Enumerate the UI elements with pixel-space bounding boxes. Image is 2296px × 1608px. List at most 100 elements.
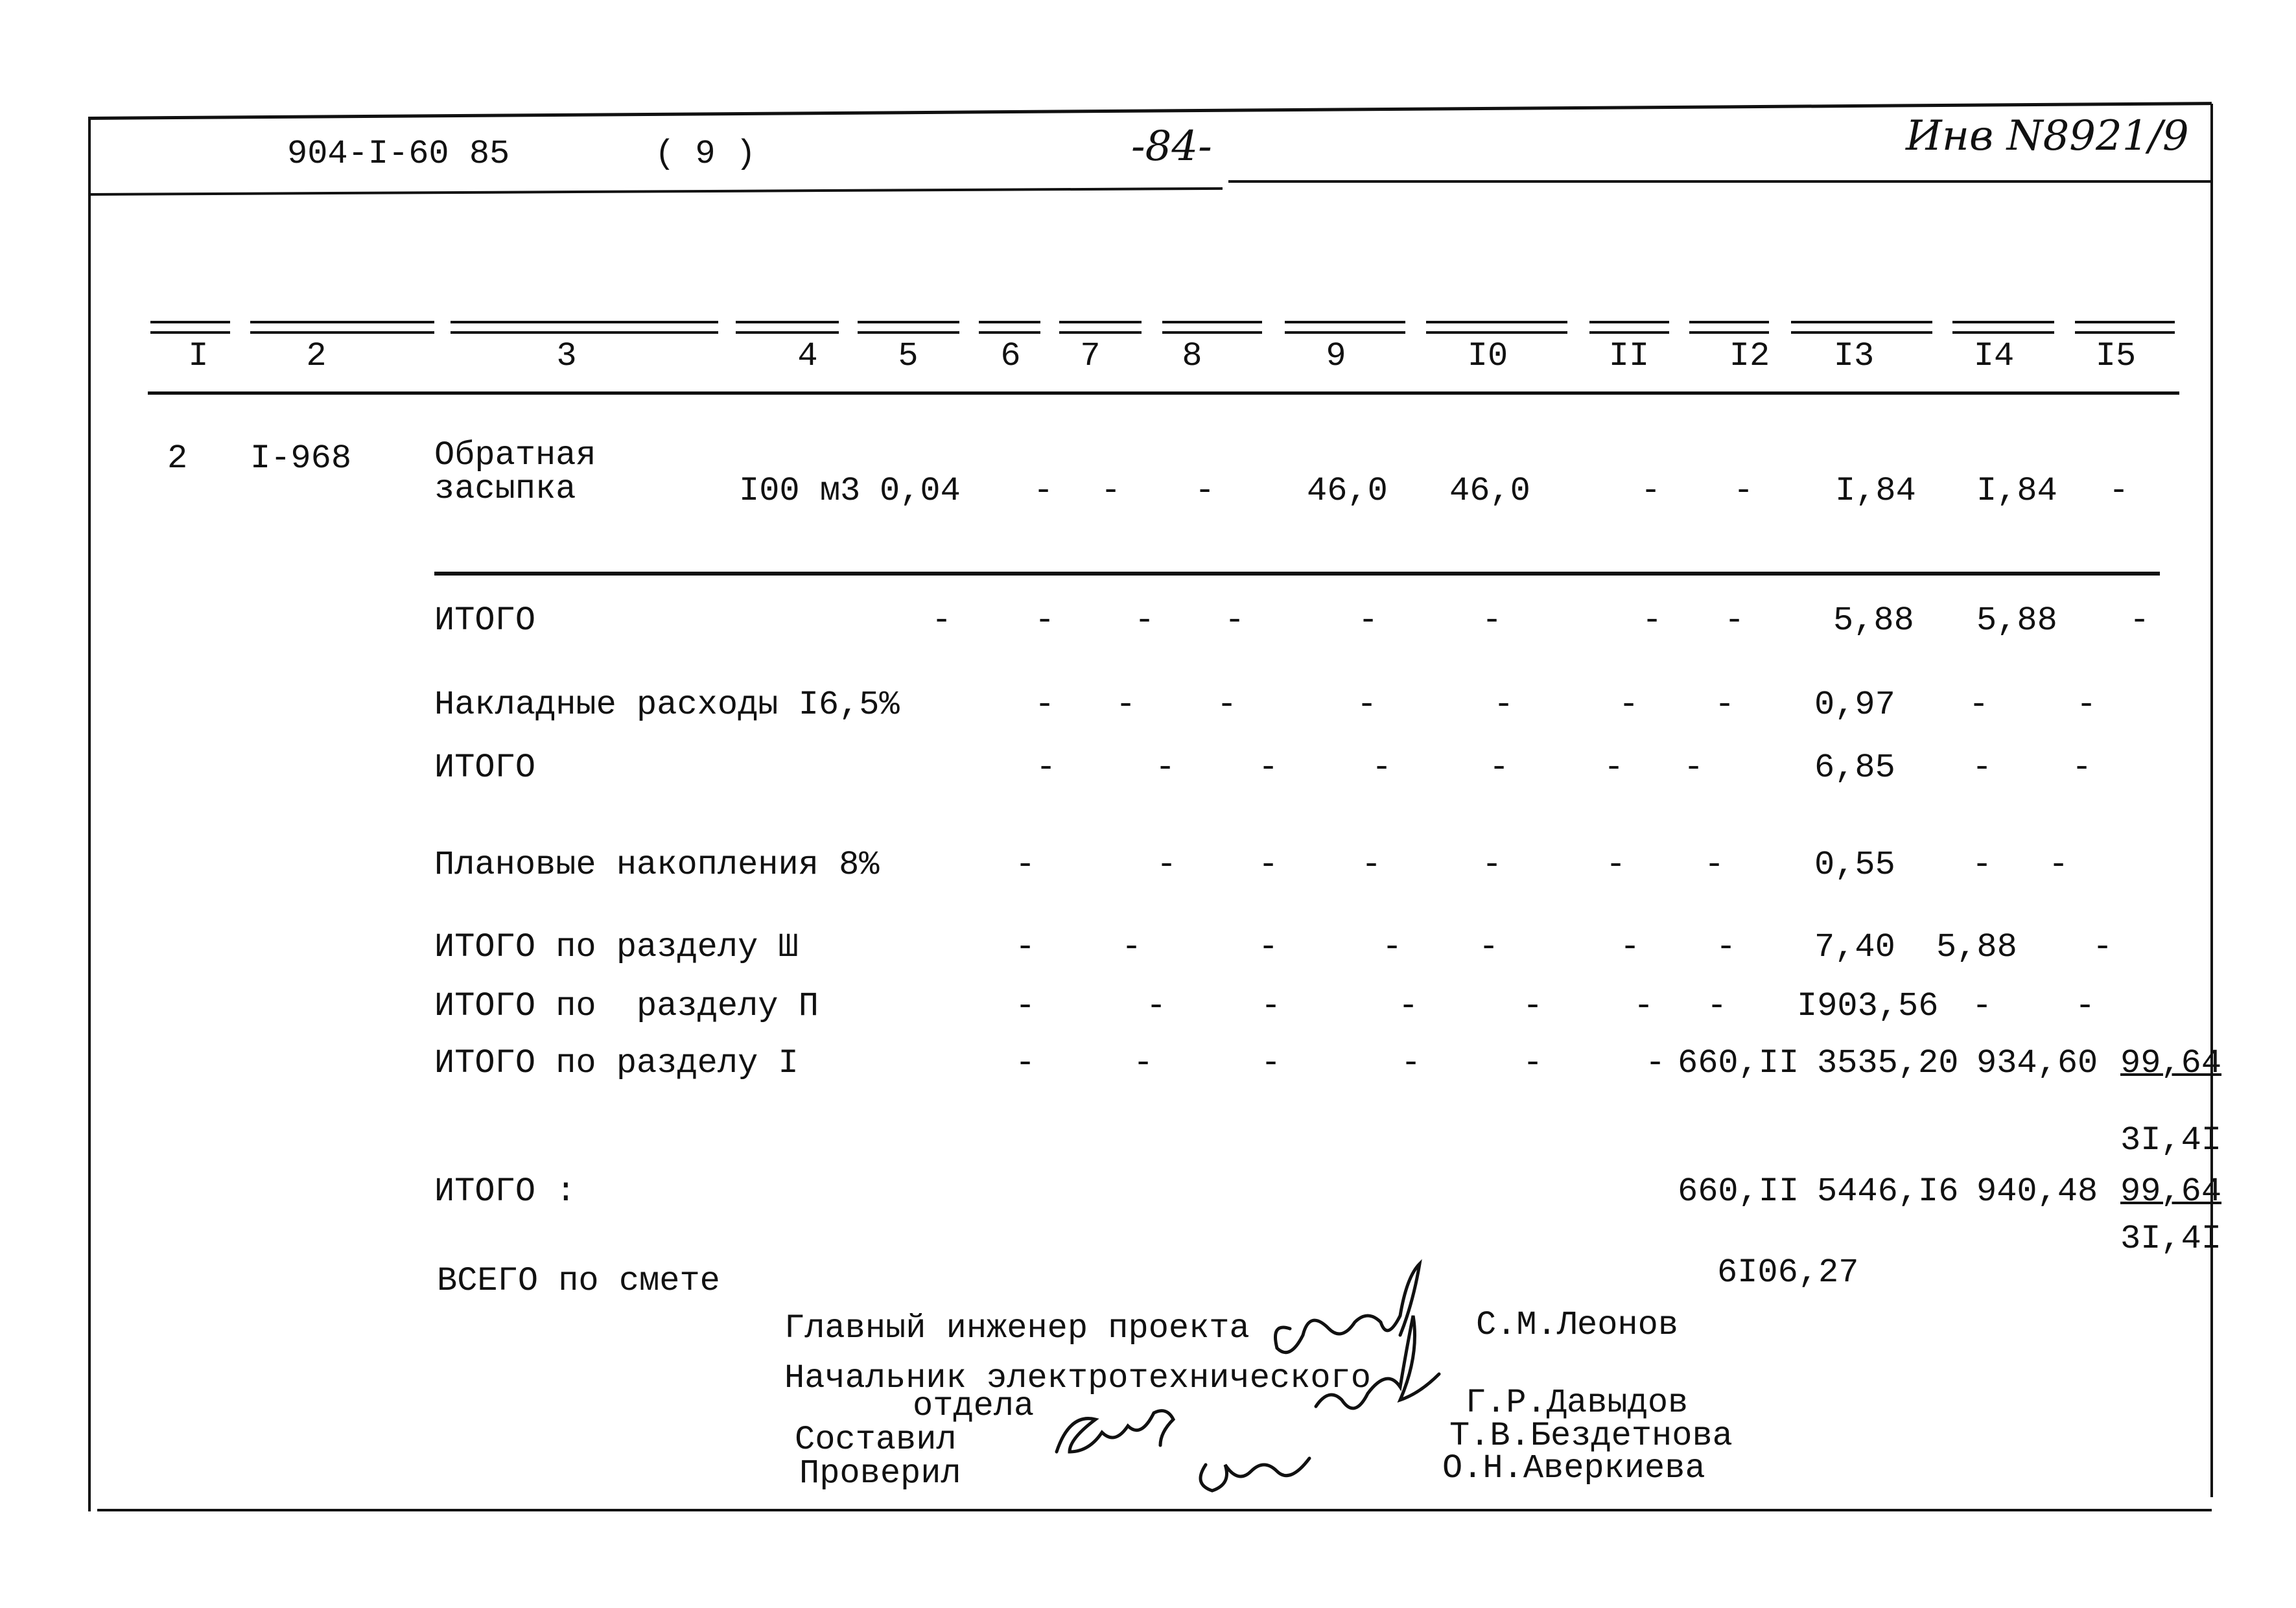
- dash-cell: -: [1494, 686, 1514, 724]
- dash-cell: -: [1361, 846, 1382, 884]
- summary-cell: I903,56: [1797, 987, 1939, 1025]
- dash-cell: -: [1258, 928, 1279, 966]
- column-number: 2: [306, 337, 327, 375]
- dash-cell: -: [1357, 686, 1377, 724]
- dash-cell: -: [1634, 987, 1654, 1025]
- column-number: I0: [1467, 337, 1508, 375]
- signature-role: Составил: [795, 1421, 957, 1459]
- dash-cell: -: [1224, 601, 1245, 640]
- column-header-double-rule: [1952, 321, 2054, 334]
- signature-compiler: [1055, 1409, 1176, 1454]
- column-header-double-rule: [451, 321, 718, 334]
- column-number: I4: [1973, 337, 2015, 375]
- header-rule-right: [1228, 180, 2212, 183]
- column-number: 8: [1182, 337, 1202, 375]
- column-number: 3: [556, 337, 577, 375]
- dash-cell: -: [2092, 928, 2113, 966]
- summary-row-label: ВСЕГО по смете: [437, 1262, 720, 1300]
- dash-cell: -: [1619, 686, 1639, 724]
- column-number: I5: [2095, 337, 2137, 375]
- dash-cell: -: [1134, 601, 1155, 640]
- item-cell: -: [1195, 472, 1215, 510]
- dash-cell: -: [1401, 1044, 1422, 1082]
- signature-name: С.М.Леонов: [1476, 1306, 1679, 1344]
- column-header-double-rule: [1791, 321, 1932, 334]
- dash-cell: -: [2075, 987, 2096, 1025]
- dash-cell: -: [931, 601, 952, 640]
- signature-role-cont: отдела: [913, 1387, 1035, 1425]
- summary-row-label: Плановые накопления 8%: [434, 846, 880, 884]
- column-number: 5: [898, 337, 919, 375]
- summary-cell: 0,55: [1814, 846, 1895, 884]
- column-header-double-rule: [1059, 321, 1142, 334]
- page-number: -84-: [1131, 122, 1212, 170]
- summary-cell: 3I,4I: [2120, 1220, 2222, 1258]
- dash-cell: -: [1479, 928, 1499, 966]
- summary-cell: 660,II: [1678, 1172, 1799, 1211]
- signature-name: О.Н.Аверкиева: [1442, 1449, 1705, 1487]
- dash-cell: -: [1146, 987, 1167, 1025]
- dash-cell: -: [1645, 1044, 1666, 1082]
- item-cell: 46,0: [1449, 472, 1530, 510]
- item-cell: 0,04: [880, 472, 961, 510]
- dash-cell: -: [1604, 749, 1624, 787]
- inventory-number: Инв N8921/9: [1906, 112, 2189, 160]
- dash-cell: -: [1715, 686, 1735, 724]
- summary-cell: 7,40: [1814, 928, 1895, 966]
- dash-cell: -: [1015, 928, 1036, 966]
- summary-cell: 99,64: [2120, 1172, 2222, 1211]
- frame-bottom: [97, 1509, 2212, 1511]
- item-cell: 46,0: [1307, 472, 1388, 510]
- sheet-number: ( 9 ): [655, 135, 756, 173]
- dash-cell: -: [1489, 749, 1510, 787]
- dash-cell: -: [1707, 987, 1728, 1025]
- dash-cell: -: [1372, 749, 1392, 787]
- dash-cell: -: [1116, 686, 1136, 724]
- dash-cell: -: [1258, 749, 1279, 787]
- column-number: II: [1608, 337, 1650, 375]
- summary-row-label: ИТОГО: [434, 601, 536, 640]
- column-header-double-rule: [150, 321, 230, 334]
- summary-cell: 6I06,27: [1717, 1253, 1859, 1292]
- dash-cell: -: [1015, 1044, 1036, 1082]
- column-header-double-rule: [979, 321, 1040, 334]
- signature-checker: [1199, 1456, 1311, 1493]
- column-number: 7: [1080, 337, 1101, 375]
- dash-cell: -: [1523, 1044, 1543, 1082]
- dash-cell: -: [1015, 987, 1036, 1025]
- summary-cell: 5446,I6: [1817, 1172, 1959, 1211]
- document-code: 904-I-60 85: [287, 135, 510, 173]
- summary-cell: 940,48: [1976, 1172, 2098, 1211]
- dash-cell: -: [1482, 601, 1503, 640]
- dash-cell: -: [1972, 846, 1993, 884]
- dash-cell: -: [1724, 601, 1745, 640]
- column-number: 9: [1326, 337, 1346, 375]
- item-number: 2: [167, 439, 188, 478]
- dash-cell: -: [1261, 987, 1282, 1025]
- item-name-line1: Обратная: [434, 436, 596, 474]
- dash-cell: -: [1523, 987, 1543, 1025]
- summary-row-label: ИТОГО по разделу П: [434, 987, 819, 1025]
- dash-cell: -: [1482, 846, 1503, 884]
- dash-cell: -: [1642, 601, 1663, 640]
- column-number: I: [188, 337, 209, 375]
- item-cell: -: [1033, 472, 1054, 510]
- column-number: I3: [1833, 337, 1875, 375]
- signature-role: Начальник электротехнического: [784, 1359, 1371, 1397]
- dash-cell: -: [2076, 686, 2097, 724]
- column-header-double-rule: [858, 321, 959, 334]
- dash-cell: -: [2129, 601, 2150, 640]
- summary-cell: 5,88: [1833, 601, 1914, 640]
- frame-left: [88, 118, 91, 1511]
- dash-cell: -: [1035, 601, 1055, 640]
- dash-cell: -: [1217, 686, 1237, 724]
- column-number: 4: [797, 337, 818, 375]
- summary-cell: 3535,20: [1817, 1044, 1959, 1082]
- signature-chief-engineer: [1274, 1259, 1422, 1355]
- item-cell: I00 м3: [739, 472, 861, 510]
- dash-cell: -: [1358, 601, 1379, 640]
- summary-cell: 5,88: [1936, 928, 2017, 966]
- signature-department-head: [1314, 1315, 1441, 1410]
- column-header-double-rule: [2075, 321, 2175, 334]
- summary-cell: 934,60: [1976, 1044, 2098, 1082]
